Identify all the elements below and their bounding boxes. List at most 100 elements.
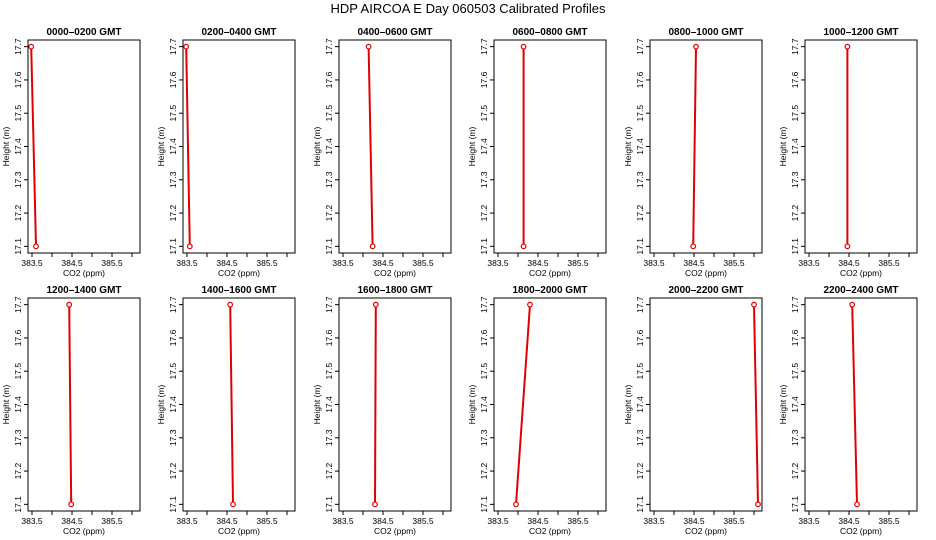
panel-7-y-tick-label: 17.7 <box>13 296 23 313</box>
panel-9-y-axis-label: Height (m) <box>312 385 322 425</box>
panel-12-y-tick-label: 17.1 <box>790 496 800 513</box>
panel-1-data-point-2 <box>28 43 35 50</box>
panel-9-x-tick-label: 384.5 <box>372 516 394 526</box>
panel-1-x-axis-label: CO2 (ppm) <box>63 268 105 278</box>
panel-4-data-point-2 <box>520 43 527 50</box>
panel-6-y-tick-label: 17.3 <box>790 171 800 188</box>
panel-7-y-tick-label: 17.4 <box>13 396 23 413</box>
panel-1-x-tick-label: 383.5 <box>21 258 43 268</box>
panel-11-data-point-2 <box>751 301 757 308</box>
panel-5-profile-line <box>692 46 697 247</box>
panel-8-y-tick-label: 17.4 <box>168 396 178 413</box>
panel-4-y-tick-label: 17.4 <box>479 138 489 155</box>
panel-6-y-tick-label: 17.2 <box>790 205 800 222</box>
panel-3-y-tick-label: 17.7 <box>324 38 334 55</box>
panel-10-y-tick-label: 17.4 <box>479 396 489 413</box>
panel-1-title: 0000–0200 GMT <box>46 27 121 38</box>
panel-1-x-tick-label: 385.5 <box>101 258 123 268</box>
panel-4-data-point-1 <box>520 243 527 250</box>
panel-9-data-point-2 <box>372 301 379 308</box>
panel-11-plot-frame <box>649 297 763 512</box>
panel-9-y-tick-label: 17.3 <box>324 429 334 446</box>
panel-2-title: 0200–0400 GMT <box>201 27 276 38</box>
panel-7-y-tick-label: 17.3 <box>13 429 23 446</box>
panel-10-y-tick-label: 17.1 <box>479 496 489 513</box>
panel-5-y-axis-label: Height (m) <box>623 127 633 167</box>
panel-10-y-tick-label: 17.6 <box>479 329 489 346</box>
panel-12-data-point-1 <box>854 501 860 508</box>
panel-1-y-tick-label: 17.5 <box>13 105 23 122</box>
panel-8-profile-line <box>229 304 234 505</box>
panel-4-y-tick-label: 17.6 <box>479 71 489 88</box>
panel-8-y-tick-label: 17.1 <box>168 496 178 513</box>
panel-6-data-point-1 <box>844 243 851 250</box>
panel-7-x-axis-label: CO2 (ppm) <box>63 526 105 536</box>
panel-10-data-point-1 <box>513 501 519 508</box>
panel-10-x-tick-label: 384.5 <box>527 516 549 526</box>
panel-11-y-tick-label: 17.7 <box>635 296 645 313</box>
panel-1-data-point-1 <box>33 243 39 250</box>
panel-12-x-tick-label: 385.5 <box>878 516 900 526</box>
panel-4-x-tick-label: 383.5 <box>487 258 509 268</box>
panel-5-x-tick-label: 385.5 <box>723 258 745 268</box>
panel-11-y-tick-label: 17.2 <box>635 463 645 480</box>
panel-2-y-tick-label: 17.4 <box>168 138 178 155</box>
panel-10-y-tick-label: 17.3 <box>479 429 489 446</box>
panel-6-y-tick-label: 17.4 <box>790 138 800 155</box>
panel-7-title: 1200–1400 GMT <box>46 285 121 296</box>
panel-9-y-tick-label: 17.7 <box>324 296 334 313</box>
panel-11-y-axis-label: Height (m) <box>623 385 633 425</box>
panel-9-plot-frame <box>338 297 452 512</box>
panel-2-y-axis-label: Height (m) <box>156 127 166 167</box>
panel-5-y-tick-label: 17.6 <box>635 71 645 88</box>
panel-1-y-axis-label: Height (m) <box>1 127 11 167</box>
panel-11-title: 2000–2200 GMT <box>668 285 743 296</box>
panel-7-profile-line <box>68 304 73 505</box>
panel-8-y-tick-label: 17.3 <box>168 429 178 446</box>
panel-1-y-tick-label: 17.7 <box>13 38 23 55</box>
panel-10-y-tick-label: 17.2 <box>479 463 489 480</box>
panel-5-x-axis-label: CO2 (ppm) <box>685 268 727 278</box>
panel-10-y-axis-label: Height (m) <box>467 385 477 425</box>
panel-10-data-point-2 <box>527 301 533 308</box>
panel-2-x-tick-label: 383.5 <box>176 258 198 268</box>
panel-12-y-tick-label: 17.3 <box>790 429 800 446</box>
panel-4-y-tick-label: 17.3 <box>479 171 489 188</box>
panel-1-x-tick-label: 384.5 <box>61 258 83 268</box>
panel-8-y-tick-label: 17.6 <box>168 329 178 346</box>
panel-4-title: 0600–0800 GMT <box>512 27 587 38</box>
panel-9-y-tick-label: 17.2 <box>324 463 334 480</box>
panel-7-x-tick-label: 384.5 <box>61 516 83 526</box>
panel-8-x-tick-label: 385.5 <box>256 516 278 526</box>
panel-3-y-tick-label: 17.4 <box>324 138 334 155</box>
panel-12-y-tick-label: 17.7 <box>790 296 800 313</box>
panel-5-y-tick-label: 17.3 <box>635 171 645 188</box>
panel-7-data-point-2 <box>66 301 73 308</box>
panel-1-y-tick-label: 17.4 <box>13 138 23 155</box>
panel-9-x-tick-label: 383.5 <box>332 516 354 526</box>
panel-10-y-tick-label: 17.5 <box>479 363 489 380</box>
panel-5-x-tick-label: 384.5 <box>683 258 705 268</box>
panel-11-y-tick-label: 17.3 <box>635 429 645 446</box>
panel-10-x-tick-label: 385.5 <box>567 516 589 526</box>
panel-7-x-tick-label: 385.5 <box>101 516 123 526</box>
panel-12-plot-frame <box>804 297 918 512</box>
panel-2-x-tick-label: 384.5 <box>216 258 238 268</box>
panel-3-x-tick-label: 384.5 <box>372 258 394 268</box>
panel-10-title: 1800–2000 GMT <box>512 285 587 296</box>
panel-1-y-tick-label: 17.6 <box>13 71 23 88</box>
panel-2-y-tick-label: 17.3 <box>168 171 178 188</box>
panel-6-y-tick-label: 17.6 <box>790 71 800 88</box>
panel-6-x-tick-label: 384.5 <box>838 258 860 268</box>
panel-10-profile-line <box>515 304 531 505</box>
panel-2-y-tick-label: 17.2 <box>168 205 178 222</box>
panel-3-y-tick-label: 17.1 <box>324 238 334 255</box>
panel-6-plot-frame <box>804 39 918 254</box>
panel-6-title: 1000–1200 GMT <box>823 27 898 38</box>
panel-2-plot-frame <box>182 39 296 254</box>
panel-7-y-tick-label: 17.5 <box>13 363 23 380</box>
panel-3-profile-line <box>367 46 374 247</box>
panel-11-y-tick-label: 17.5 <box>635 363 645 380</box>
panel-5-y-tick-label: 17.5 <box>635 105 645 122</box>
panel-11-profile-line <box>753 304 759 505</box>
